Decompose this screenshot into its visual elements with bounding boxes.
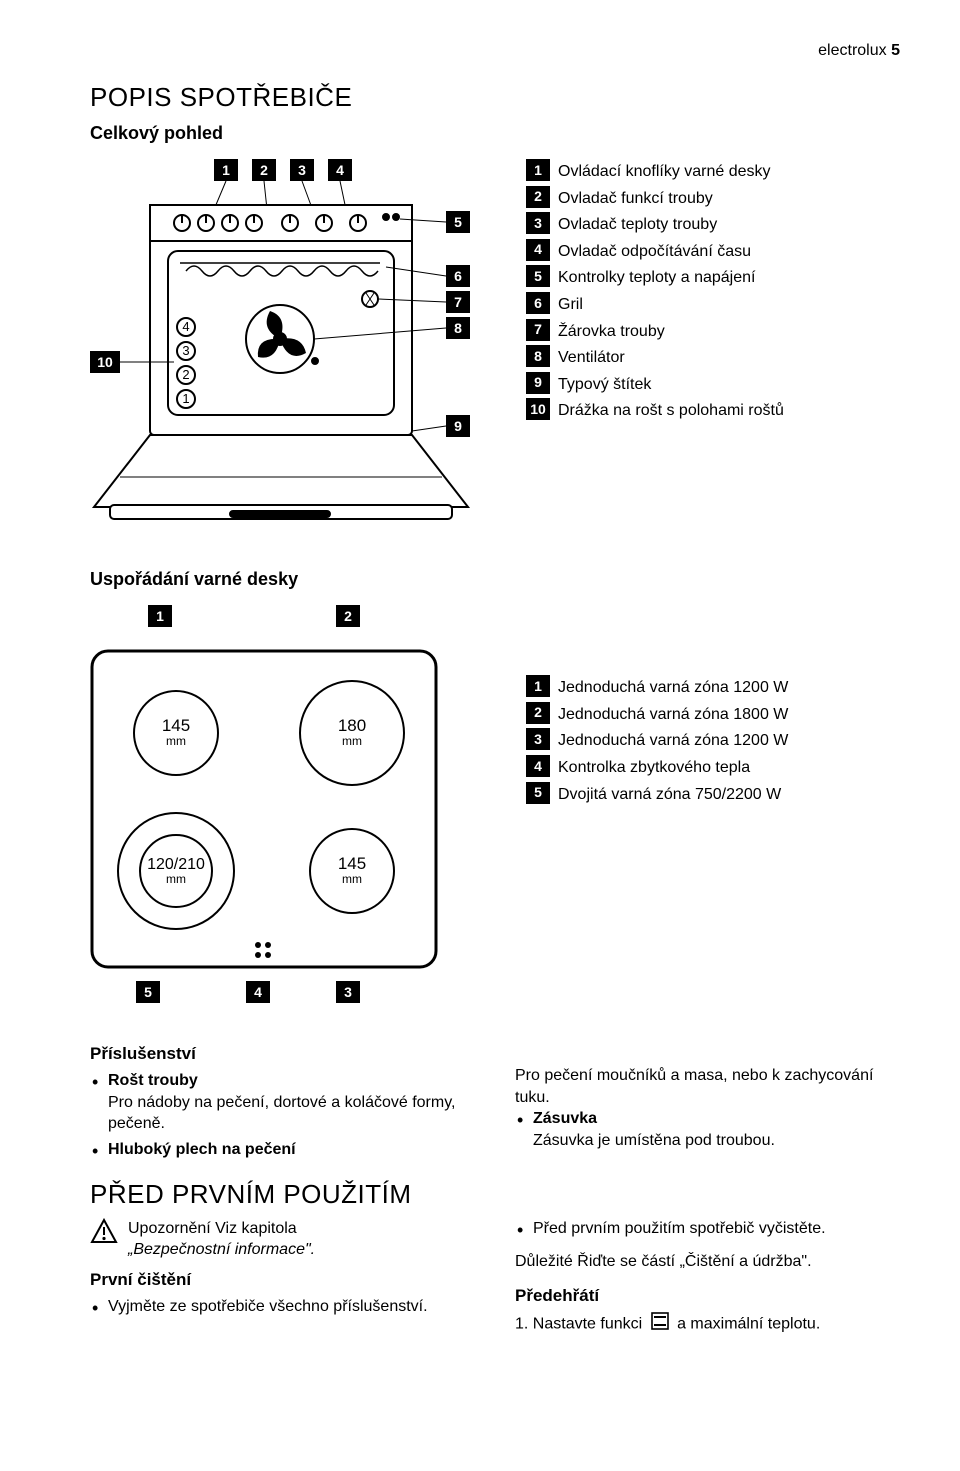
accessories-title: Příslušenství <box>90 1043 475 1066</box>
svg-text:120/210: 120/210 <box>147 856 205 873</box>
legend-chip: 1 <box>526 159 550 181</box>
svg-text:10: 10 <box>97 354 113 370</box>
hob-callout-2: 2 <box>336 605 360 627</box>
zone-tl-unit: mm <box>166 734 186 748</box>
svg-text:mm: mm <box>342 872 362 886</box>
hob-legend-list: 1Jednoduchá varná zóna 1200 W 2Jednoduch… <box>526 675 900 805</box>
important-label: Důležité <box>515 1253 573 1270</box>
oven-legend-list: 1Ovládací knoflíky varné desky 2Ovladač … <box>526 159 900 422</box>
acc-item-body: Pro nádoby na pečení, dortové a koláčové… <box>108 1092 475 1135</box>
section-title-before-use: PŘED PRVNÍM POUŽITÍM <box>90 1177 900 1212</box>
preheat-title: Předehřátí <box>515 1285 900 1308</box>
first-clean-item: Vyjměte ze spotřebiče všechno příslušens… <box>90 1296 475 1318</box>
clean-before-use: Před prvním použitím spotřebič vyčistěte… <box>515 1218 900 1240</box>
svg-text:145: 145 <box>338 854 366 873</box>
warning-row: Upozornění Viz kapitola „Bezpečnostní in… <box>90 1218 475 1261</box>
oven-callout-4: 4 <box>336 162 344 178</box>
section-title-overview: POPIS SPOTŘEBIČE <box>90 80 900 115</box>
hob-callout-4: 4 <box>246 981 270 1003</box>
legend-text: Ovládací knoflíky varné desky <box>558 159 771 183</box>
warning-ref: „Bezpečnostní informace". <box>128 1241 315 1258</box>
oven-callout-1: 1 <box>222 162 230 178</box>
first-clean-title: První čištění <box>90 1269 475 1292</box>
subtitle-hob: Uspořádání varné desky <box>90 567 900 591</box>
svg-text:3: 3 <box>182 343 189 358</box>
hob-callout-3: 3 <box>336 981 360 1003</box>
oven-callout-2: 2 <box>260 162 268 178</box>
zone-tl-val: 145 <box>162 716 190 735</box>
svg-text:mm: mm <box>342 734 362 748</box>
page-number: 5 <box>891 42 900 59</box>
oven-callout-3: 3 <box>298 162 306 178</box>
hob-callout-5: 5 <box>136 981 160 1003</box>
svg-text:mm: mm <box>166 872 186 886</box>
accessories-left-list: Rošt trouby Pro nádoby na pečení, dortov… <box>90 1070 475 1160</box>
svg-text:8: 8 <box>454 320 462 336</box>
svg-text:6: 6 <box>454 268 462 284</box>
svg-text:5: 5 <box>454 214 462 230</box>
svg-text:9: 9 <box>454 418 462 434</box>
preheat-step: 1. Nastavte funkci a maximální teplotu. <box>515 1312 900 1337</box>
hob-diagram: 1 2 145 mm 180 mm 120/210 mm 145 <box>90 605 490 1015</box>
hob-callout-1: 1 <box>148 605 172 627</box>
svg-text:180: 180 <box>338 716 366 735</box>
acc-right-intro: Pro pečení moučníků a masa, nebo k zachy… <box>515 1065 900 1108</box>
brand-text: electrolux <box>818 42 886 59</box>
page-header: electrolux 5 <box>90 40 900 62</box>
warning-label: Upozornění <box>128 1220 211 1237</box>
svg-text:7: 7 <box>454 294 462 310</box>
svg-text:4: 4 <box>182 319 189 334</box>
svg-text:1: 1 <box>182 391 189 406</box>
warning-icon <box>90 1218 118 1251</box>
acc-item-head: Rošt trouby <box>108 1072 198 1089</box>
subtitle-overview: Celkový pohled <box>90 121 900 145</box>
conventional-heat-icon <box>651 1312 669 1337</box>
svg-text:2: 2 <box>182 367 189 382</box>
accessories-right-list: Zásuvka Zásuvka je umístěna pod troubou. <box>515 1108 900 1151</box>
oven-diagram: 1 2 3 4 <box>90 159 490 539</box>
